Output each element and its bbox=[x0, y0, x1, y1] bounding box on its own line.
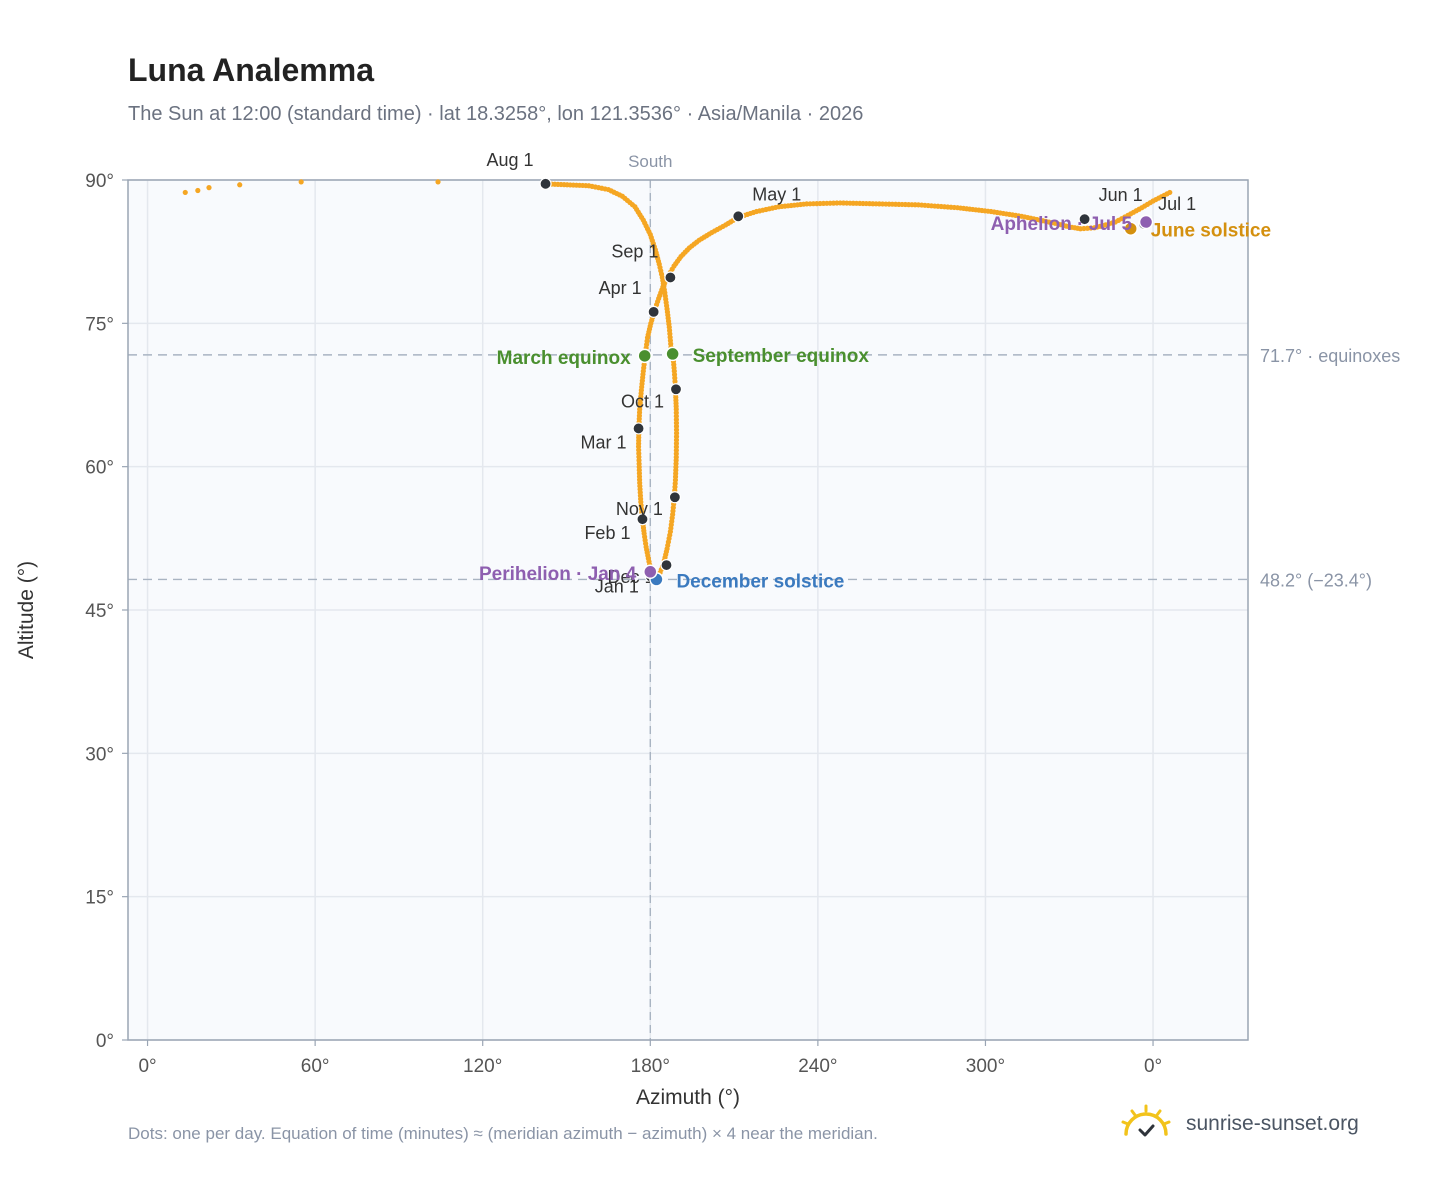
y-tick-label: 30° bbox=[85, 744, 114, 765]
event-marker bbox=[1138, 214, 1154, 230]
brand-name: sunrise-sunset.org bbox=[1186, 1112, 1359, 1135]
event-marker bbox=[1123, 221, 1138, 236]
event-marker bbox=[637, 348, 652, 364]
month-marker bbox=[664, 271, 677, 284]
x-tick-label: 120° bbox=[463, 1056, 502, 1077]
month-label: Sep 1 bbox=[611, 241, 658, 261]
day-dot bbox=[195, 187, 201, 194]
month-label: Apr 1 bbox=[599, 278, 642, 298]
x-tick-label: 300° bbox=[966, 1056, 1005, 1077]
day-dot bbox=[435, 179, 441, 185]
chart-subtitle: The Sun at 12:00 (standard time) · lat 1… bbox=[128, 103, 864, 125]
month-marker bbox=[636, 513, 649, 526]
y-tick-label: 75° bbox=[85, 314, 114, 335]
x-tick-label: 60° bbox=[301, 1056, 330, 1077]
x-tick-label: 180° bbox=[631, 1056, 670, 1077]
month-marker bbox=[668, 491, 681, 504]
chart-title: Luna Analemma bbox=[128, 52, 374, 88]
month-label: May 1 bbox=[752, 184, 801, 204]
day-dot bbox=[237, 182, 243, 188]
y-tick-label: 0° bbox=[96, 1031, 114, 1052]
event-marker bbox=[665, 346, 680, 362]
day-dot bbox=[298, 179, 304, 185]
meridian-label: South bbox=[628, 152, 672, 171]
event-label: June solstice bbox=[1151, 221, 1271, 242]
month-label: Jan 1 bbox=[595, 577, 639, 597]
y-tick-label: 15° bbox=[85, 888, 114, 909]
reference-label: 71.7° · equinoxes bbox=[1260, 346, 1400, 366]
footnote: Dots: one per day. Equation of time (min… bbox=[128, 1124, 878, 1143]
month-marker bbox=[632, 422, 645, 435]
event-label: March equinox bbox=[497, 348, 632, 369]
month-label: Dec 1 bbox=[607, 567, 654, 587]
event-label: December solstice bbox=[676, 571, 844, 592]
x-tick-label: 0° bbox=[1144, 1056, 1162, 1077]
y-tick-label: 90° bbox=[85, 171, 114, 192]
month-marker bbox=[647, 305, 660, 318]
event-marker bbox=[643, 564, 658, 580]
axes: 0° 60° 120° 180° 240° 300° 0° 0° 15° 30° 45° 60° 75°… bbox=[85, 171, 1162, 1077]
brand[interactable]: sunrise-sunset.org bbox=[1120, 1102, 1390, 1146]
day-dot bbox=[206, 185, 212, 191]
month-marker bbox=[669, 383, 683, 396]
x-tick-label: 0° bbox=[138, 1056, 156, 1077]
y-tick-label: 60° bbox=[85, 458, 114, 479]
month-label: Jul 1 bbox=[1158, 194, 1196, 214]
month-label: Oct 1 bbox=[621, 391, 664, 411]
month-marker bbox=[1078, 213, 1091, 226]
month-markers: Jan 1 Feb 1 Mar 1 Apr 1 May 1 Jun 1 Jul 1 Aug 1… bbox=[487, 150, 1197, 597]
reference-label: 48.2° (−23.4°) bbox=[1260, 570, 1372, 590]
y-axis-label: Altitude (°) bbox=[15, 561, 38, 659]
event-markers: March equinox September equinox December s… bbox=[479, 214, 1271, 592]
month-marker bbox=[539, 177, 552, 190]
event-label: Aphelion · Jul 5 bbox=[991, 214, 1133, 235]
x-tick-label: 240° bbox=[798, 1056, 837, 1077]
month-label: Aug 1 bbox=[487, 150, 534, 170]
month-label: Nov 1 bbox=[616, 499, 663, 519]
x-axis-label: Azimuth (°) bbox=[636, 1086, 740, 1109]
month-marker bbox=[660, 558, 673, 572]
month-marker bbox=[732, 210, 745, 223]
sun-logo-icon bbox=[1121, 1104, 1171, 1137]
month-label: Mar 1 bbox=[581, 432, 627, 452]
month-label: Jun 1 bbox=[1099, 185, 1143, 205]
day-dot bbox=[182, 189, 188, 196]
event-label: Perihelion · Jan 4 bbox=[479, 564, 637, 585]
y-tick-label: 45° bbox=[85, 601, 114, 622]
month-label: Feb 1 bbox=[584, 523, 630, 543]
event-label: September equinox bbox=[693, 346, 870, 367]
day-dot bbox=[1167, 189, 1173, 196]
